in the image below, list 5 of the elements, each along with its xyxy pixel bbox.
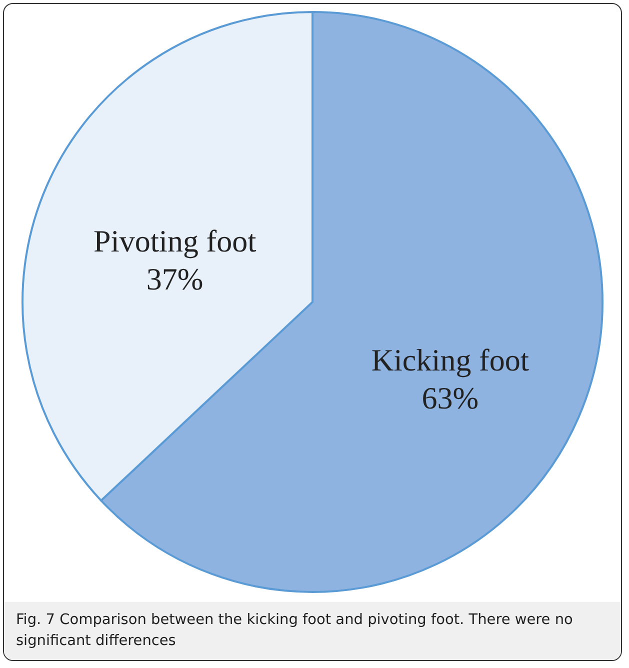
slice-label: Kicking foot [371, 342, 530, 378]
data-label: 63% [422, 380, 479, 416]
slice-label: Pivoting foot [93, 223, 257, 258]
data-label: 37% [146, 261, 204, 296]
caption: Fig. 7 Comparison between the kicking foot and pivoting foot. There were no significant differences [16, 611, 574, 651]
